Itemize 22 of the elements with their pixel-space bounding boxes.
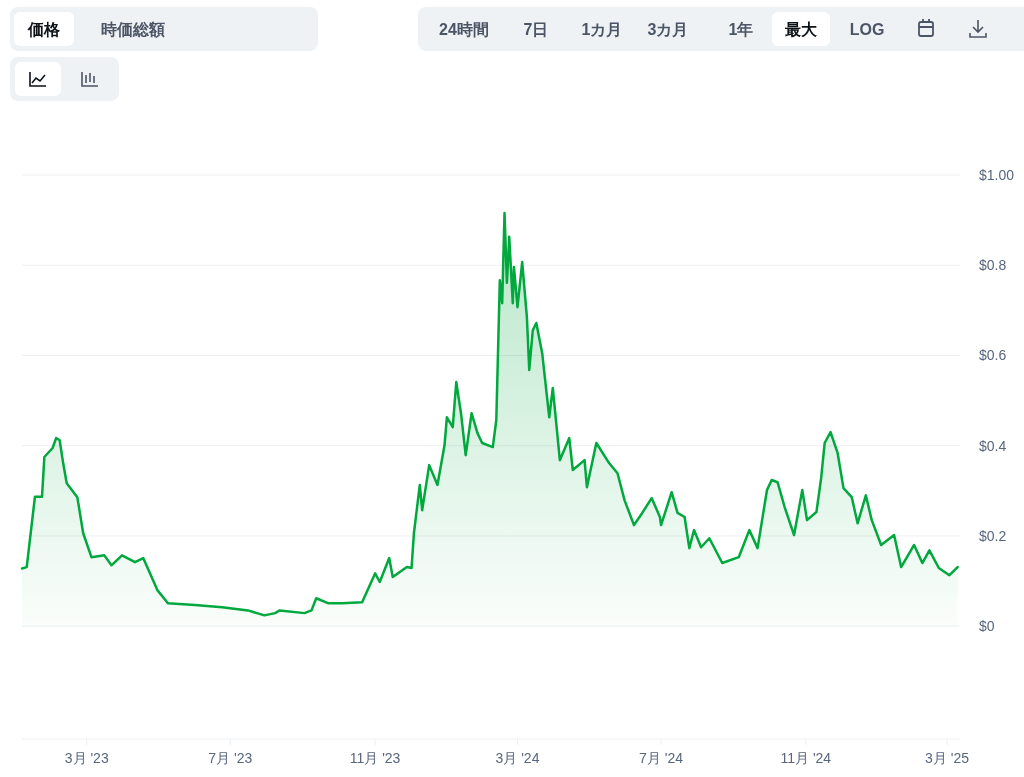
y-tick-label: $0 <box>979 618 995 635</box>
x-tick-label: 3月 '25 <box>925 750 970 766</box>
text: 時価総額 <box>101 21 165 39</box>
x-tick-label: 7月 '24 <box>639 750 684 766</box>
text: 3カ月 <box>647 21 689 38</box>
text: 1カ月 <box>581 21 623 38</box>
text: 24時間 <box>439 21 489 38</box>
y-tick-label: $0.4 <box>979 437 1007 454</box>
y-tick-label: $0.2 <box>979 527 1007 544</box>
x-tick-label: 3月 '24 <box>495 750 540 766</box>
x-tick-label: 3月 '23 <box>64 750 109 766</box>
x-tick-label: 11月 '24 <box>780 750 832 766</box>
text: 最大 <box>784 21 818 38</box>
text: 1年 <box>728 21 754 38</box>
x-tick-label: 7月 '23 <box>208 750 253 766</box>
text: LOG <box>849 21 885 38</box>
x-tick-label: 11月 '23 <box>349 750 401 766</box>
y-tick-label: $0.8 <box>979 257 1007 274</box>
y-tick-label: $0.6 <box>979 347 1007 364</box>
text: 7日 <box>523 21 549 38</box>
text: 価格 <box>27 21 61 38</box>
y-tick-label: $1.00 <box>979 167 1015 183</box>
